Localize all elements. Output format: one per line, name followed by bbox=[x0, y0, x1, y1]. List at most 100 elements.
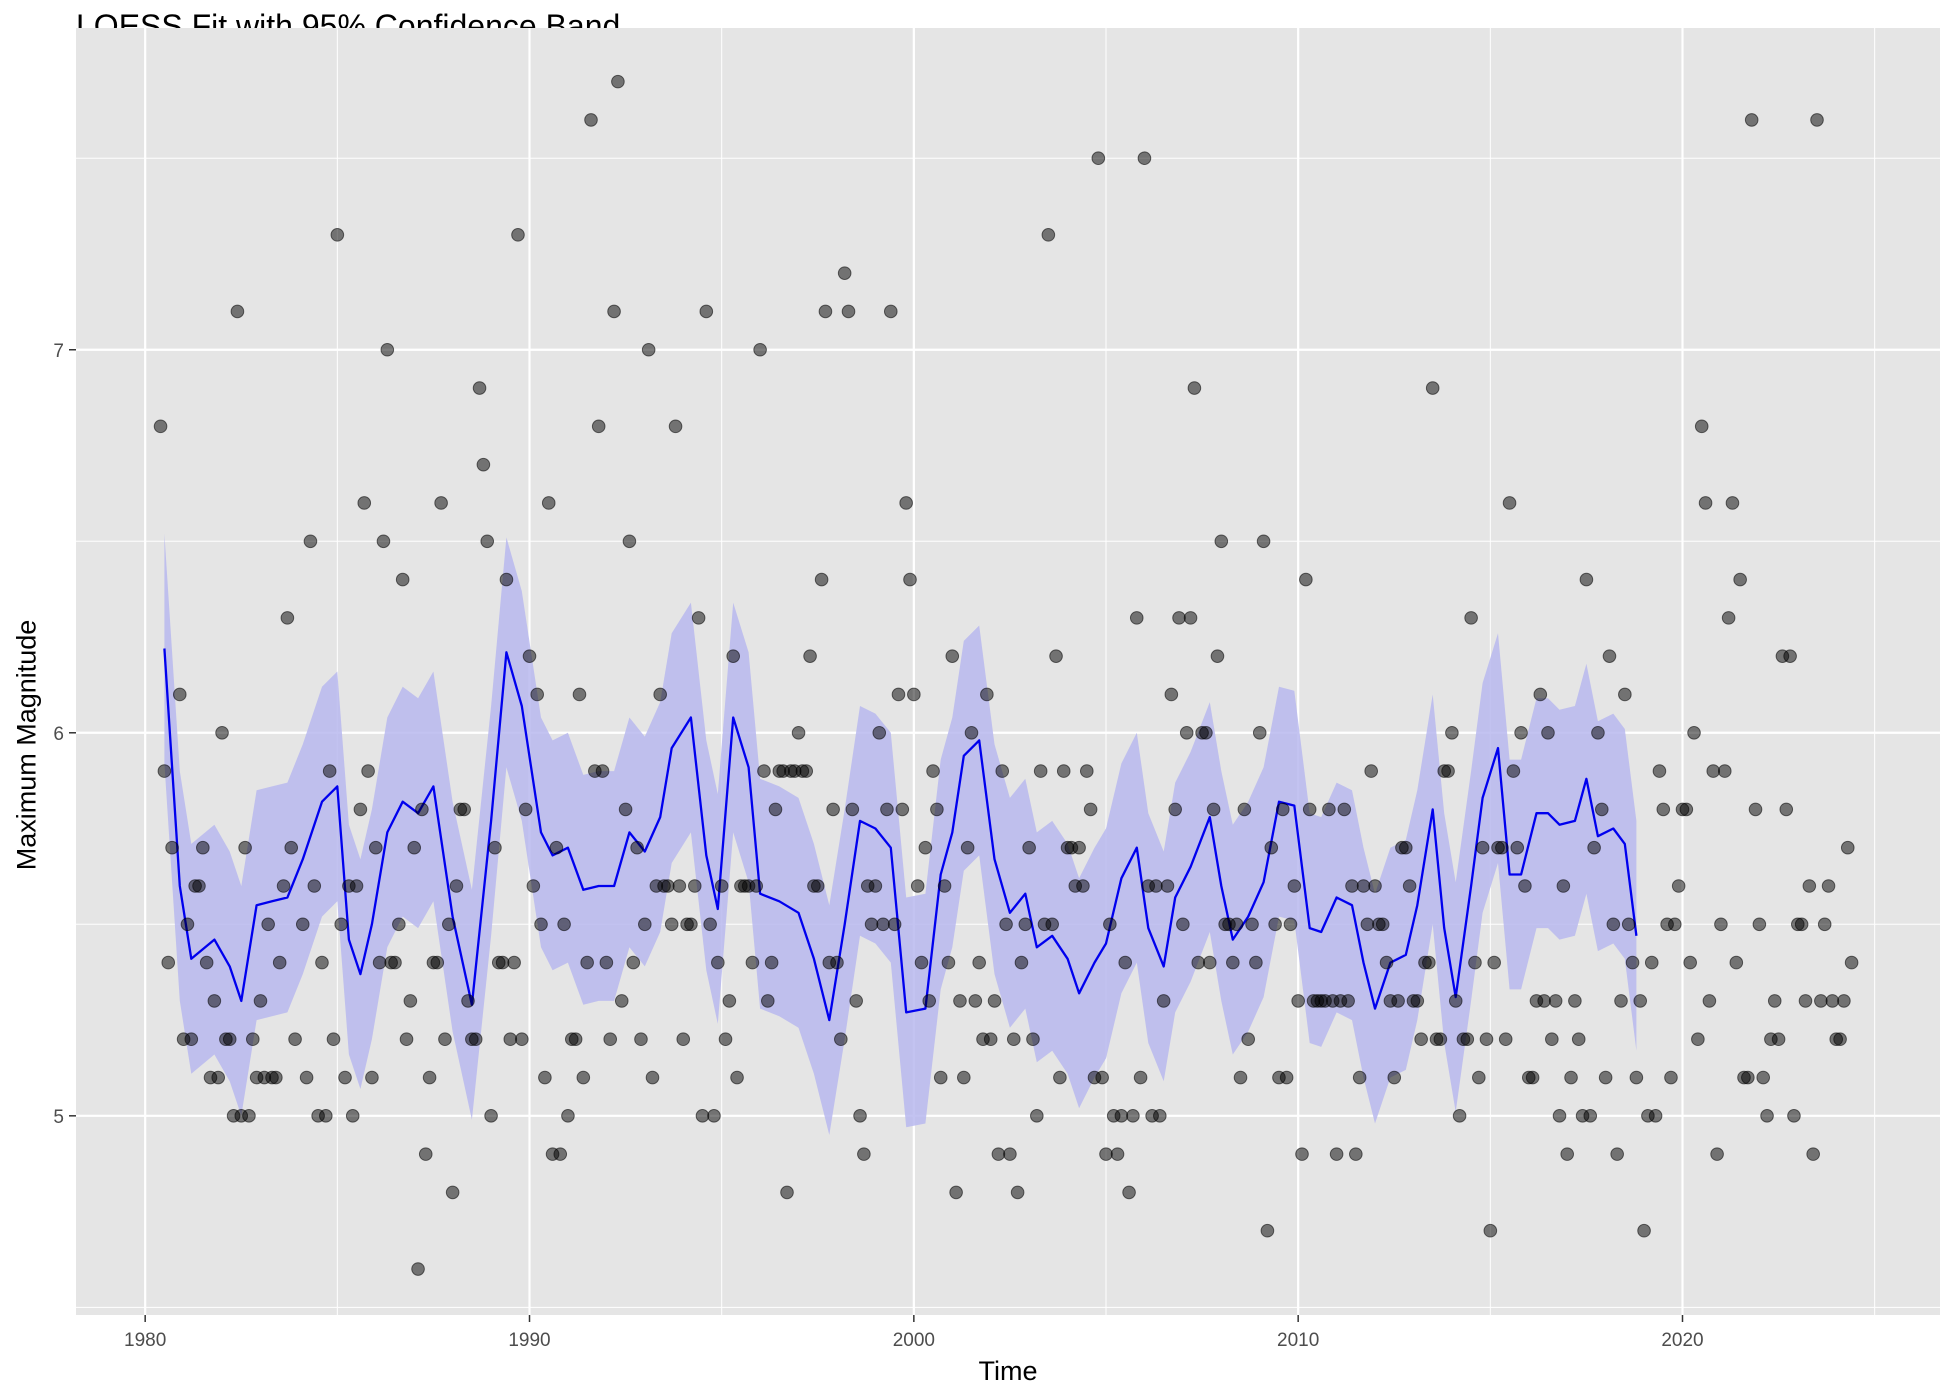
data-point bbox=[418, 1147, 433, 1161]
data-point bbox=[1410, 994, 1425, 1008]
data-point bbox=[180, 917, 195, 932]
data-point bbox=[580, 955, 594, 970]
data-point bbox=[1814, 994, 1828, 1008]
data-point bbox=[895, 802, 910, 817]
data-point bbox=[1030, 1109, 1044, 1123]
data-point bbox=[534, 917, 548, 932]
data-point bbox=[295, 917, 310, 932]
data-point bbox=[1445, 725, 1459, 740]
data-point bbox=[1045, 917, 1059, 932]
data-point bbox=[457, 802, 471, 817]
data-point bbox=[1702, 994, 1717, 1008]
data-point bbox=[1787, 1109, 1801, 1123]
data-point bbox=[1360, 917, 1375, 932]
data-point bbox=[1614, 994, 1628, 1008]
data-point bbox=[576, 1070, 591, 1085]
data-point bbox=[1210, 649, 1225, 663]
data-point bbox=[980, 687, 994, 702]
data-point bbox=[1537, 994, 1551, 1008]
data-point bbox=[953, 994, 967, 1008]
data-point bbox=[1022, 840, 1036, 855]
data-point bbox=[557, 917, 571, 932]
data-point bbox=[511, 228, 525, 242]
data-point bbox=[883, 304, 898, 319]
data-point bbox=[830, 955, 844, 970]
data-point bbox=[722, 994, 737, 1008]
data-point bbox=[1233, 1070, 1248, 1085]
data-point bbox=[1264, 840, 1279, 855]
data-point bbox=[1618, 687, 1632, 702]
data-point bbox=[484, 1109, 498, 1123]
data-point bbox=[645, 1070, 660, 1085]
data-point bbox=[872, 725, 887, 740]
data-point bbox=[1560, 1147, 1574, 1161]
data-point bbox=[526, 879, 541, 893]
data-point bbox=[630, 840, 644, 855]
data-point bbox=[1475, 840, 1490, 855]
data-point bbox=[395, 572, 410, 587]
data-point bbox=[303, 534, 318, 549]
data-point bbox=[1694, 419, 1709, 434]
data-point bbox=[876, 917, 890, 932]
data-point bbox=[507, 955, 521, 970]
x-tick-label: 2000 bbox=[893, 1330, 935, 1351]
data-point bbox=[1756, 1070, 1771, 1085]
data-point bbox=[392, 917, 406, 932]
data-point bbox=[1341, 994, 1355, 1008]
data-point bbox=[907, 687, 921, 702]
data-point bbox=[599, 955, 614, 970]
data-point bbox=[964, 725, 979, 740]
data-point bbox=[1122, 1185, 1136, 1200]
data-point bbox=[338, 1070, 352, 1085]
data-point bbox=[1425, 381, 1440, 395]
data-point bbox=[826, 802, 840, 817]
data-point bbox=[1598, 1070, 1613, 1085]
data-point bbox=[361, 764, 375, 778]
data-point bbox=[530, 687, 544, 702]
data-point bbox=[687, 879, 702, 893]
data-point bbox=[937, 879, 952, 893]
data-point bbox=[1245, 917, 1259, 932]
data-point bbox=[1779, 802, 1794, 817]
points-layer bbox=[153, 74, 1859, 1276]
data-point bbox=[365, 1070, 379, 1085]
data-point bbox=[415, 802, 429, 817]
data-point bbox=[891, 687, 906, 702]
data-point bbox=[1502, 496, 1517, 510]
data-point bbox=[1637, 1223, 1651, 1238]
data-point bbox=[196, 840, 210, 855]
data-point bbox=[618, 802, 633, 817]
data-point bbox=[1752, 917, 1767, 932]
data-point bbox=[242, 1109, 256, 1123]
data-point bbox=[330, 228, 345, 242]
data-point bbox=[1433, 1032, 1448, 1047]
data-point bbox=[991, 1147, 1006, 1161]
data-point bbox=[1587, 840, 1601, 855]
y-tick-label: 7 bbox=[53, 341, 64, 362]
data-point bbox=[376, 534, 391, 549]
data-point bbox=[1810, 113, 1824, 127]
data-point bbox=[1099, 1147, 1113, 1161]
data-point bbox=[1495, 840, 1509, 855]
data-point bbox=[1806, 1147, 1820, 1161]
data-point bbox=[272, 955, 287, 970]
data-point bbox=[307, 879, 322, 893]
data-point bbox=[1644, 955, 1659, 970]
data-point bbox=[1275, 802, 1290, 817]
data-point bbox=[1571, 1032, 1586, 1047]
data-point bbox=[1402, 879, 1417, 893]
data-point bbox=[1302, 802, 1317, 817]
x-axis-title: Time bbox=[978, 1356, 1038, 1386]
data-point bbox=[1260, 1223, 1275, 1238]
data-point bbox=[1840, 840, 1855, 855]
data-point bbox=[1256, 534, 1271, 549]
data-point bbox=[572, 687, 587, 702]
data-point bbox=[1006, 1032, 1021, 1047]
data-point bbox=[1483, 1223, 1498, 1238]
data-point bbox=[1422, 955, 1436, 970]
data-point bbox=[561, 1109, 575, 1123]
plot-panel bbox=[76, 28, 1940, 1315]
data-point bbox=[1283, 917, 1298, 932]
data-point bbox=[1375, 917, 1390, 932]
data-point bbox=[757, 764, 771, 778]
